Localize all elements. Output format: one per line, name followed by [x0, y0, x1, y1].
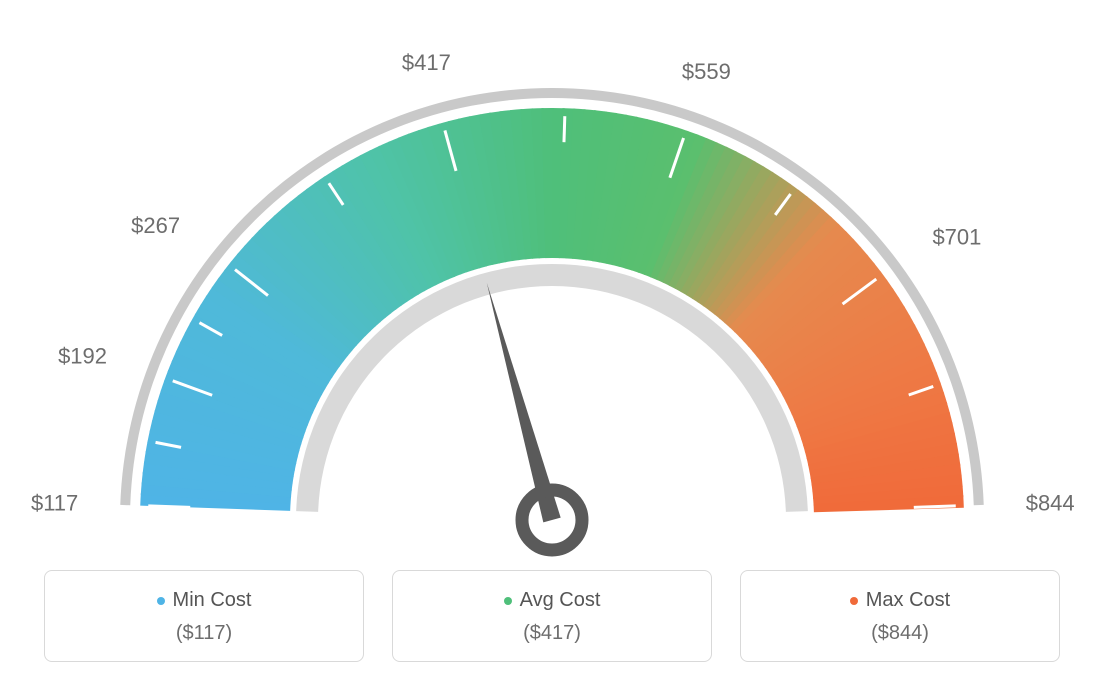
gauge-tick-label: $559	[682, 59, 731, 84]
legend-value-min: ($117)	[45, 622, 363, 645]
gauge-tick-label: $701	[932, 224, 981, 249]
cost-gauge-chart: $117 $192 $267 $417 $559 $701 $844	[0, 0, 1104, 560]
legend-label-text: Max Cost	[866, 589, 950, 612]
legend-value-avg: ($417)	[393, 622, 711, 645]
dot-icon	[504, 597, 512, 605]
legend-card-max: Max Cost ($844)	[740, 570, 1060, 662]
gauge-container: $117 $192 $267 $417 $559 $701 $844	[0, 0, 1104, 560]
legend-label-min: Min Cost	[157, 589, 252, 612]
dot-icon	[157, 597, 165, 605]
gauge-tick-label: $417	[402, 50, 451, 75]
legend-card-min: Min Cost ($117)	[44, 570, 364, 662]
legend-value-max: ($844)	[741, 622, 1059, 645]
gauge-tick-label: $267	[131, 213, 180, 238]
legend-row: Min Cost ($117) Avg Cost ($417) Max Cost…	[0, 570, 1104, 662]
legend-label-text: Avg Cost	[520, 589, 601, 612]
gauge-tick-label: $844	[1026, 490, 1075, 515]
legend-card-avg: Avg Cost ($417)	[392, 570, 712, 662]
legend-label-max: Max Cost	[850, 589, 950, 612]
gauge-tick-label: $192	[58, 344, 107, 369]
legend-label-avg: Avg Cost	[504, 589, 601, 612]
legend-label-text: Min Cost	[173, 589, 252, 612]
gauge-tick-label: $117	[31, 490, 78, 515]
dot-icon	[850, 597, 858, 605]
